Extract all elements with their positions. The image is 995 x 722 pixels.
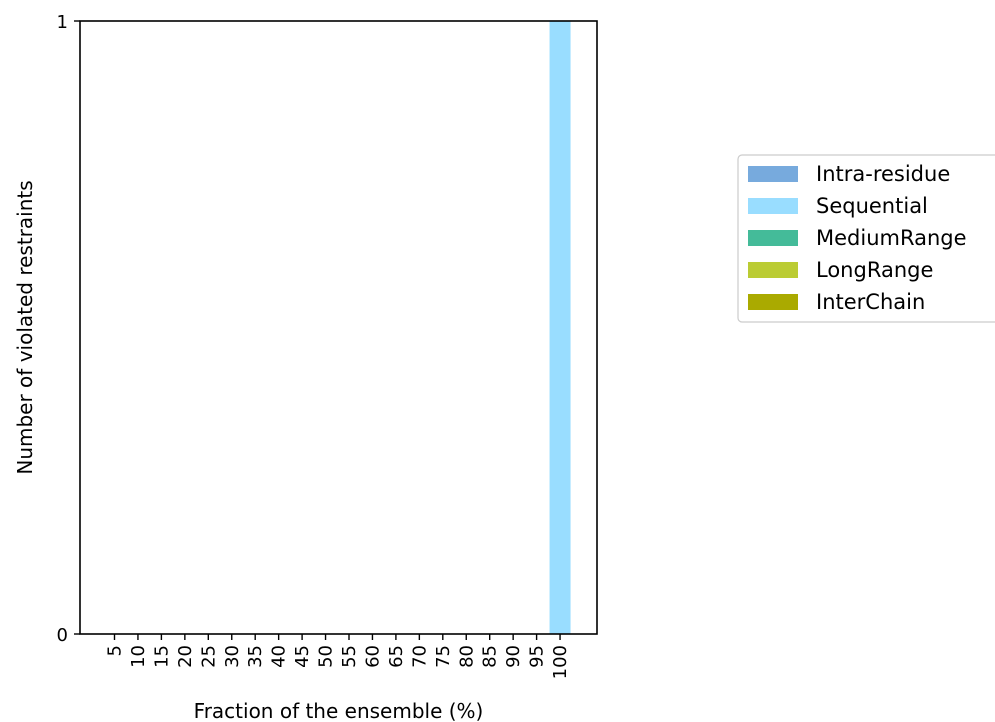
x-tick-label-5: 5 (105, 645, 126, 656)
legend-swatch-sequential (748, 198, 798, 214)
x-tick-label-15: 15 (151, 645, 172, 668)
y-tick-label-0: 0 (57, 625, 68, 646)
legend: Intra-residue Sequential MediumRange LongRa… (737, 154, 995, 323)
x-tick-label-70: 70 (409, 645, 430, 668)
x-tick-label-60: 60 (362, 645, 383, 668)
legend-swatch-longrange (748, 262, 798, 278)
legend-swatch-interchain (748, 294, 798, 310)
x-tick-label-40: 40 (269, 645, 290, 668)
x-tick-label-55: 55 (339, 645, 360, 668)
bars-layer (549, 21, 571, 634)
x-tick-label-30: 30 (222, 645, 243, 668)
x-tick-label-25: 25 (198, 645, 219, 668)
legend-box (737, 154, 995, 323)
legend-label-interchain: InterChain (816, 290, 925, 314)
x-tick-label-95: 95 (527, 645, 548, 668)
x-tick-label-100: 100 (550, 645, 571, 679)
y-axis: 01 (57, 12, 80, 646)
legend-label-longrange: LongRange (816, 258, 933, 282)
legend-swatch-mediumrange (748, 230, 798, 246)
x-tick-label-45: 45 (292, 645, 313, 668)
legend-swatch-intra-residue (748, 166, 798, 182)
x-tick-label-75: 75 (433, 645, 454, 668)
y-axis-label: Number of violated restraints (13, 180, 37, 474)
x-tick-label-35: 35 (245, 645, 266, 668)
x-tick-label-65: 65 (386, 645, 407, 668)
x-axis-label: Fraction of the ensemble (%) (194, 699, 484, 722)
x-axis: 5 10 15 20 25 30 35 40 45 50 55 60 65 70 75 80 85 90 95 100 (105, 634, 571, 679)
legend-label-sequential: Sequential (816, 194, 928, 218)
x-tick-label-80: 80 (456, 645, 477, 668)
x-tick-label-20: 20 (175, 645, 196, 668)
y-tick-label-1: 1 (57, 12, 68, 33)
bar-sequential-100 (549, 21, 571, 634)
x-tick-label-90: 90 (503, 645, 524, 668)
x-tick-label-10: 10 (128, 645, 149, 668)
legend-label-mediumrange: MediumRange (816, 226, 967, 250)
x-tick-label-50: 50 (316, 645, 337, 668)
plot-frame (79, 20, 598, 635)
x-tick-label-85: 85 (480, 645, 501, 668)
legend-label-intra-residue: Intra-residue (816, 162, 950, 186)
